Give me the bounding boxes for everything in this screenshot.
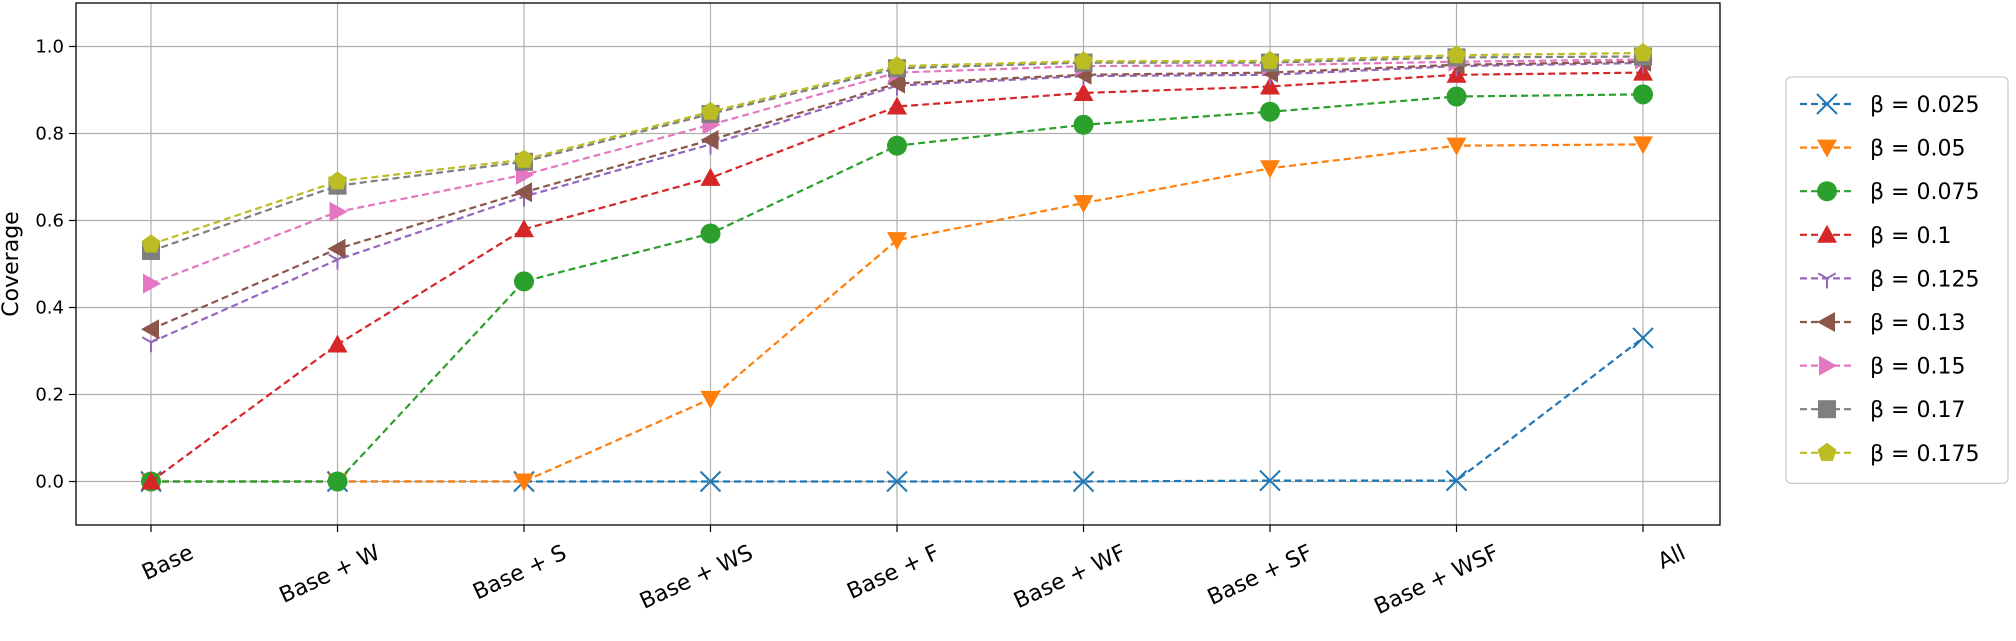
data-point-marker <box>1073 83 1094 102</box>
legend-item: β = 0.13 <box>1800 311 1965 336</box>
y-tick-label: 0.8 <box>35 124 64 145</box>
data-point-marker <box>1633 84 1653 105</box>
y-tick-label: 0.0 <box>35 472 64 493</box>
data-point-marker <box>143 273 161 294</box>
legend-label: β = 0.15 <box>1870 355 1965 380</box>
y-axis-label: Coverage <box>0 211 24 316</box>
x-tick-label: Base + F <box>843 540 943 604</box>
legend-label: β = 0.13 <box>1870 311 1965 336</box>
legend-label: β = 0.075 <box>1870 180 1979 205</box>
data-point-marker <box>1816 93 1838 115</box>
data-point-marker <box>514 219 534 238</box>
data-point-marker <box>700 223 721 244</box>
data-point-marker <box>887 135 907 156</box>
axis-layer: Base Base + W Base + S Base + WS Base + F Bas… <box>35 37 1689 620</box>
data-point-marker <box>1633 43 1653 62</box>
data-point-marker <box>514 473 534 492</box>
data-point-marker <box>887 232 907 251</box>
y-tick-label: 0.4 <box>35 298 64 319</box>
data-point-marker <box>1817 224 1837 243</box>
data-point-marker <box>699 470 722 493</box>
data-point-marker <box>887 73 905 94</box>
series-layer <box>140 43 1654 493</box>
series-line <box>150 51 1644 246</box>
legend-item: β = 0.17 <box>1800 398 1965 423</box>
series-line <box>151 143 1644 483</box>
x-tick-label: Base + WF <box>1010 540 1130 614</box>
data-point-marker <box>1817 312 1835 332</box>
data-point-marker <box>141 234 161 253</box>
data-point-marker <box>1073 195 1094 214</box>
data-point-marker <box>1260 160 1280 179</box>
data-point-marker <box>1817 272 1837 289</box>
data-point-marker <box>329 201 348 222</box>
data-point-marker <box>1260 50 1280 69</box>
x-tick-label: Base <box>138 540 197 585</box>
data-point-marker <box>887 56 907 75</box>
x-tick-label: Base + WSF <box>1371 540 1503 619</box>
data-point-marker <box>1446 137 1467 156</box>
data-point-marker <box>700 130 719 151</box>
legend-label: β = 0.05 <box>1870 137 1965 162</box>
data-point-marker <box>327 471 348 492</box>
legend: β = 0.025 β = 0.05 β = 0.075 β = 0.1 β = 0.1… <box>1785 76 2009 485</box>
series-line <box>150 61 1644 344</box>
legend-frame <box>1785 76 2009 485</box>
series-group <box>141 43 1653 253</box>
data-point-marker <box>141 319 159 340</box>
data-point-marker <box>141 471 161 490</box>
data-point-marker <box>1073 114 1094 135</box>
data-point-marker <box>514 149 534 168</box>
data-point-marker <box>327 334 348 353</box>
data-point-marker <box>1260 76 1280 95</box>
series-group <box>141 62 1653 490</box>
data-point-marker <box>1259 469 1281 492</box>
data-point-marker <box>1072 470 1095 493</box>
data-point-marker <box>886 470 908 493</box>
legend-label: β = 0.125 <box>1870 267 1979 292</box>
legend-item: β = 0.175 <box>1800 442 1979 467</box>
y-tick-label: 0.2 <box>35 385 64 406</box>
x-tick-label: Base + SF <box>1204 540 1317 610</box>
plot-area-frame <box>75 2 1721 526</box>
data-point-marker <box>1446 86 1467 107</box>
data-point-marker <box>700 167 721 186</box>
data-point-marker <box>700 390 721 409</box>
data-point-marker <box>1074 51 1093 70</box>
legend-label: β = 0.1 <box>1870 224 1951 249</box>
x-tick-label: Base + W <box>276 540 384 608</box>
legend-label: β = 0.175 <box>1870 442 1979 467</box>
data-point-marker <box>1817 139 1837 158</box>
data-point-marker <box>328 171 347 190</box>
x-tick-label: Base + WS <box>636 540 757 614</box>
x-tick-label: Base + S <box>469 540 570 605</box>
data-point-marker <box>327 238 346 259</box>
legend-item: β = 0.05 <box>1800 137 1965 162</box>
data-point-marker <box>514 182 532 203</box>
y-tick-label: 1.0 <box>35 37 64 58</box>
data-point-marker <box>1819 355 1837 376</box>
data-point-marker <box>1817 181 1837 202</box>
legend-item: β = 0.15 <box>1800 355 1965 380</box>
data-point-marker <box>1633 136 1653 155</box>
data-point-marker <box>1445 469 1468 492</box>
legend-item: β = 0.075 <box>1800 180 1979 205</box>
legend-label: β = 0.17 <box>1870 398 1965 423</box>
data-point-marker <box>1632 327 1654 349</box>
data-point-marker <box>701 101 720 120</box>
legend-item: β = 0.025 <box>1800 93 1979 118</box>
legend-label: β = 0.025 <box>1870 93 1979 118</box>
x-tick-label: All <box>1654 540 1689 574</box>
data-point-marker <box>1817 442 1837 461</box>
data-point-marker <box>1260 101 1280 122</box>
data-point-marker <box>887 96 907 115</box>
data-point-marker <box>514 271 534 292</box>
data-point-marker <box>1447 45 1466 64</box>
legend-item: β = 0.1 <box>1800 224 1951 249</box>
y-tick-label: 0.6 <box>35 211 64 232</box>
legend-item: β = 0.125 <box>1800 267 1979 292</box>
data-point-marker <box>1818 400 1836 419</box>
